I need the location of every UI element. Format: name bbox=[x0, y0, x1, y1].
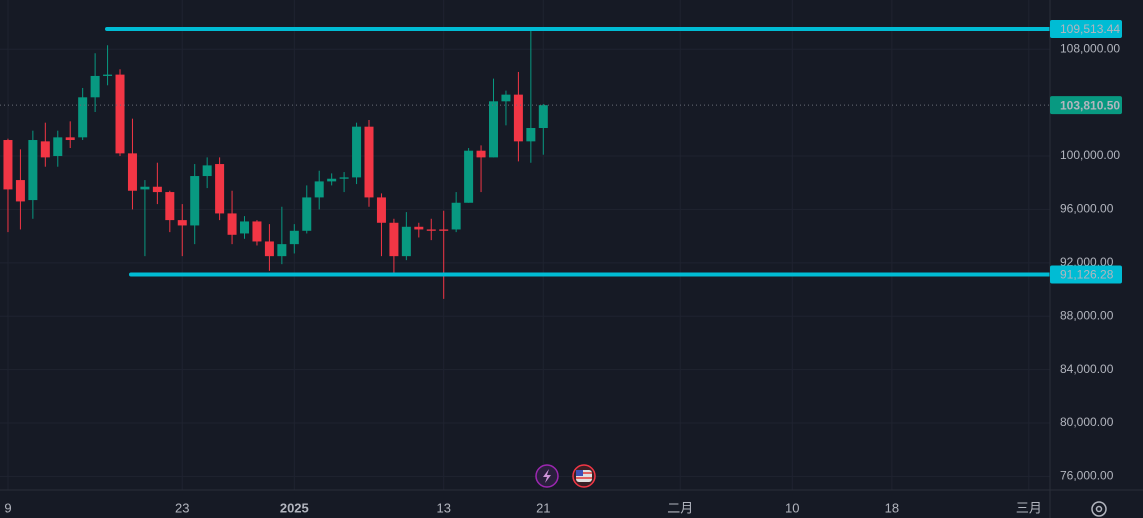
candle-body bbox=[3, 140, 13, 190]
candle-body bbox=[364, 126, 374, 198]
y-tick-label: 80,000.00 bbox=[1060, 415, 1114, 429]
x-tick-label: 2025 bbox=[280, 500, 309, 515]
candle-body bbox=[327, 178, 337, 182]
event-icons[interactable] bbox=[535, 464, 596, 488]
candle-body bbox=[252, 221, 262, 242]
candle-body bbox=[414, 226, 424, 230]
candle-body bbox=[78, 97, 88, 138]
last-price-tag bbox=[1050, 96, 1122, 115]
candle-body bbox=[476, 150, 486, 158]
x-tick-label: 23 bbox=[175, 500, 189, 515]
candle-body bbox=[426, 229, 436, 231]
last-price-label: 103,810.50 bbox=[1060, 98, 1120, 112]
candle-body bbox=[538, 105, 548, 129]
x-tick-label: 10 bbox=[785, 500, 799, 515]
candle-body bbox=[227, 213, 237, 235]
candle-body bbox=[289, 230, 299, 245]
y-tick-label: 84,000.00 bbox=[1060, 362, 1114, 376]
level-price-tag bbox=[1050, 265, 1122, 284]
x-tick-label: 二月 bbox=[667, 500, 693, 515]
y-tick-label: 96,000.00 bbox=[1060, 202, 1114, 216]
candle-body bbox=[526, 128, 536, 142]
grid bbox=[0, 0, 1050, 490]
settings-button[interactable] bbox=[1091, 501, 1107, 517]
candle-body bbox=[464, 150, 474, 203]
plot bbox=[0, 27, 1052, 299]
candle-body bbox=[40, 141, 50, 158]
x-tick-label: 18 bbox=[885, 500, 899, 515]
candle-body bbox=[215, 164, 225, 214]
candle-body bbox=[53, 137, 63, 157]
candle-body bbox=[90, 75, 100, 98]
candle-body bbox=[15, 180, 25, 202]
axes: 76,000.0080,000.0084,000.0088,000.0092,0… bbox=[4, 20, 1122, 515]
candle-body bbox=[177, 220, 187, 226]
candle-body bbox=[127, 153, 137, 191]
candle-body bbox=[314, 181, 324, 198]
y-tick-label: 88,000.00 bbox=[1060, 308, 1114, 322]
flag-glyph bbox=[576, 470, 583, 476]
settings-icon bbox=[1095, 505, 1103, 513]
level-price-tag bbox=[1050, 20, 1122, 39]
y-tick-label: 100,000.00 bbox=[1060, 148, 1120, 162]
candle-body bbox=[302, 197, 312, 231]
y-tick-label: 108,000.00 bbox=[1060, 41, 1120, 55]
candle-body bbox=[389, 222, 399, 257]
candle-body bbox=[451, 202, 461, 230]
candle-body bbox=[240, 221, 250, 234]
candle-body bbox=[152, 186, 162, 193]
x-tick-label: 13 bbox=[436, 500, 450, 515]
candle-body bbox=[165, 192, 175, 221]
candle-body bbox=[352, 126, 362, 178]
candle-body bbox=[264, 241, 274, 257]
candle-body bbox=[439, 229, 449, 231]
candle-body bbox=[202, 165, 212, 177]
level-price-label: 91,126.28 bbox=[1060, 268, 1114, 282]
x-tick-label: 9 bbox=[4, 500, 11, 515]
candle-body bbox=[513, 94, 523, 142]
candle-body bbox=[376, 197, 386, 223]
candle-body bbox=[28, 140, 38, 201]
candle-body bbox=[277, 244, 287, 257]
level-price-label: 109,513.44 bbox=[1060, 22, 1120, 36]
y-tick-label: 76,000.00 bbox=[1060, 469, 1114, 483]
x-tick-label: 三月 bbox=[1016, 500, 1042, 515]
candle-body bbox=[115, 74, 125, 154]
candle-body bbox=[140, 186, 150, 190]
candle-body bbox=[339, 177, 349, 179]
candle-body bbox=[103, 74, 113, 76]
event-icon-glyph bbox=[543, 469, 551, 483]
candle-body bbox=[401, 226, 411, 257]
x-tick-label: 21 bbox=[536, 500, 550, 515]
candle-body bbox=[489, 101, 499, 158]
candle-body bbox=[501, 94, 511, 102]
settings-icon[interactable] bbox=[1091, 501, 1107, 517]
candle-body bbox=[190, 176, 200, 226]
candle-body bbox=[65, 137, 75, 141]
